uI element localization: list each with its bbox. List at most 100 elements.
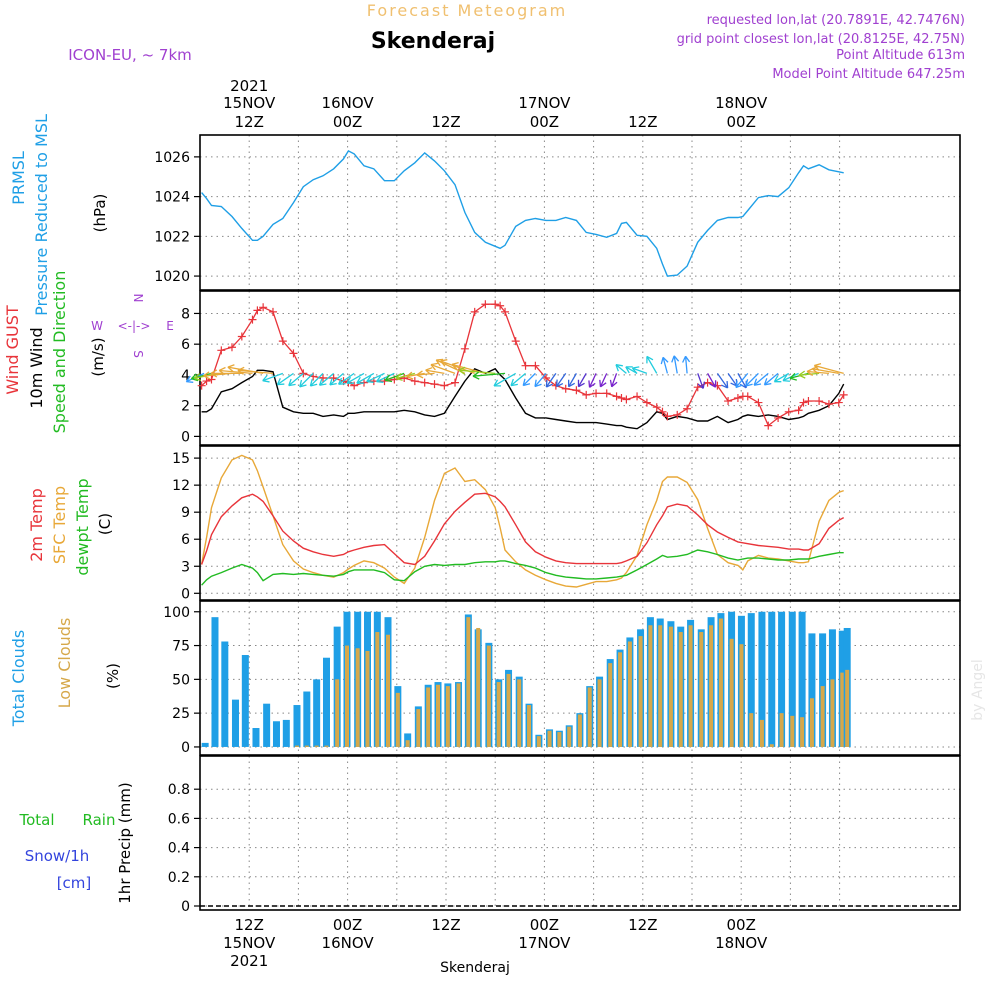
precip-ytick-label-4: 0.8 [168, 782, 190, 798]
wind-arrow-head [545, 380, 553, 388]
top-title: Forecast Meteogram [367, 1, 567, 20]
precip-ytick-label-3: 0.6 [168, 811, 190, 827]
low-cloud-bar [375, 632, 380, 747]
wind-direction-arrow [671, 355, 680, 374]
wind-arrow-head [262, 374, 270, 383]
low-cloud-bar [678, 632, 683, 747]
legend-west: W [91, 319, 103, 333]
wind-arrow-shaft [545, 373, 557, 388]
total-cloud-bar [221, 641, 229, 747]
wind-arrow-head [416, 370, 424, 379]
wind-direction-arrow [773, 372, 790, 383]
wind-arrow-head [210, 369, 218, 378]
wind-gust-marker [350, 381, 359, 390]
wind-direction-arrow [646, 355, 658, 374]
wind-direction-arrow [798, 370, 820, 379]
total-cloud-bar [798, 611, 806, 747]
wind-direction-arrow [631, 366, 648, 374]
dewpt-temp-line [201, 549, 844, 586]
pressure-label-full: Pressure Reduced to MSL [32, 114, 51, 316]
bottom-tick-date-1: 16NOV [322, 934, 375, 952]
wind-direction-arrow [338, 372, 355, 385]
wind-arrow-head [190, 373, 199, 382]
wind-ytick-label-2: 4 [181, 368, 190, 384]
sfc-temp-line [200, 454, 844, 588]
wind-gust-marker [511, 337, 520, 346]
wind-direction-arrow [707, 373, 717, 388]
wind-direction-arrow [763, 372, 779, 386]
temp-ytick-label-3: 9 [181, 505, 190, 521]
temp-ytick-label-1: 3 [181, 559, 190, 575]
precip-label-snow: Snow/1h [25, 847, 90, 865]
wind-arrow-shaft [458, 369, 496, 375]
wind-gust-marker [319, 373, 327, 382]
wind-arrow-head [458, 366, 466, 375]
pressure-ytick-label-3: 1026 [154, 150, 190, 166]
wind-arrow-shaft [735, 372, 749, 388]
low-cloud-bar [597, 679, 602, 747]
wind-gust-marker [440, 381, 449, 390]
bottom-tick-hour-3: 00Z [530, 916, 559, 934]
total-cloud-bar [201, 742, 209, 747]
top-tick-date-5: 18NOV [715, 94, 768, 112]
low-cloud-bar [355, 648, 360, 747]
wind-arrow-shaft [395, 372, 416, 380]
wind-arrow-shaft [534, 372, 547, 387]
wind-direction-arrow [210, 369, 242, 378]
wind-direction-arrow [472, 371, 506, 380]
total-cloud-bar [778, 611, 786, 747]
wind-gust-marker [400, 373, 409, 382]
wind-arrow-shaft [727, 373, 738, 387]
low-cloud-bar [759, 719, 764, 747]
wind-arrow-shaft [577, 373, 587, 388]
wind-gust-marker [652, 403, 661, 412]
wind-direction-arrow [545, 373, 557, 388]
low-cloud-bar [476, 627, 481, 747]
wind-gust-marker [227, 343, 236, 352]
model-name: ICON-EU, ~ 7km [68, 46, 192, 64]
total-cloud-bar [808, 633, 816, 747]
bottom-tick-hour-0: 12Z [235, 916, 264, 934]
wind-arrow-shaft [376, 372, 395, 383]
low-cloud-bar [496, 682, 501, 747]
low-cloud-bar [729, 638, 734, 747]
low-cloud-bar [658, 625, 663, 747]
wind-frame [199, 290, 961, 446]
temp-ytick-label-0: 0 [181, 586, 190, 602]
precip-unit: 1hr Precip (mm) [116, 782, 134, 903]
wind-gust-marker [592, 389, 601, 398]
precip-label-snow-unit: [cm] [57, 874, 92, 892]
wind-gust-marker [754, 398, 763, 407]
bottom-tick-hour-2: 12Z [431, 916, 460, 934]
wind-gust-marker [799, 398, 808, 407]
low-cloud-bar [718, 618, 723, 747]
wind-direction-arrow [366, 372, 385, 383]
wind-direction-arrow [218, 366, 253, 376]
bottom-tick-hour-5: 00Z [727, 916, 756, 934]
wind-gust-marker [289, 349, 298, 358]
wind-direction-arrow [309, 372, 324, 387]
total-cloud-bar [758, 611, 766, 747]
wind-arrow-head [276, 378, 285, 386]
wind-gust-marker [774, 413, 783, 422]
temp-frame [199, 445, 961, 601]
wind-arrow-shaft [319, 372, 335, 386]
wind-arrow-head [356, 376, 364, 384]
wind-arrow-shaft [812, 368, 839, 375]
wind-gust-marker [743, 392, 752, 401]
low-cloud-bar [426, 687, 431, 747]
wind-arrow-shaft [798, 372, 820, 376]
wind-arrow-head [735, 380, 743, 389]
bottom-tick-year: 2021 [230, 952, 268, 970]
top-tick-hour-2: 12Z [431, 113, 460, 131]
wind-ytick-label-3: 6 [181, 337, 190, 353]
legend-east: E [166, 319, 174, 333]
wind-arrow-head [346, 376, 354, 384]
wind-gust-marker [542, 373, 551, 382]
wind-direction-arrow [813, 363, 844, 375]
wind-gust-marker [683, 404, 692, 413]
wind-gust-marker [253, 306, 262, 315]
clouds-ytick-label-2: 50 [172, 672, 190, 688]
wind-direction-arrow [451, 361, 486, 375]
pressure-ytick-label-0: 1020 [154, 269, 190, 285]
